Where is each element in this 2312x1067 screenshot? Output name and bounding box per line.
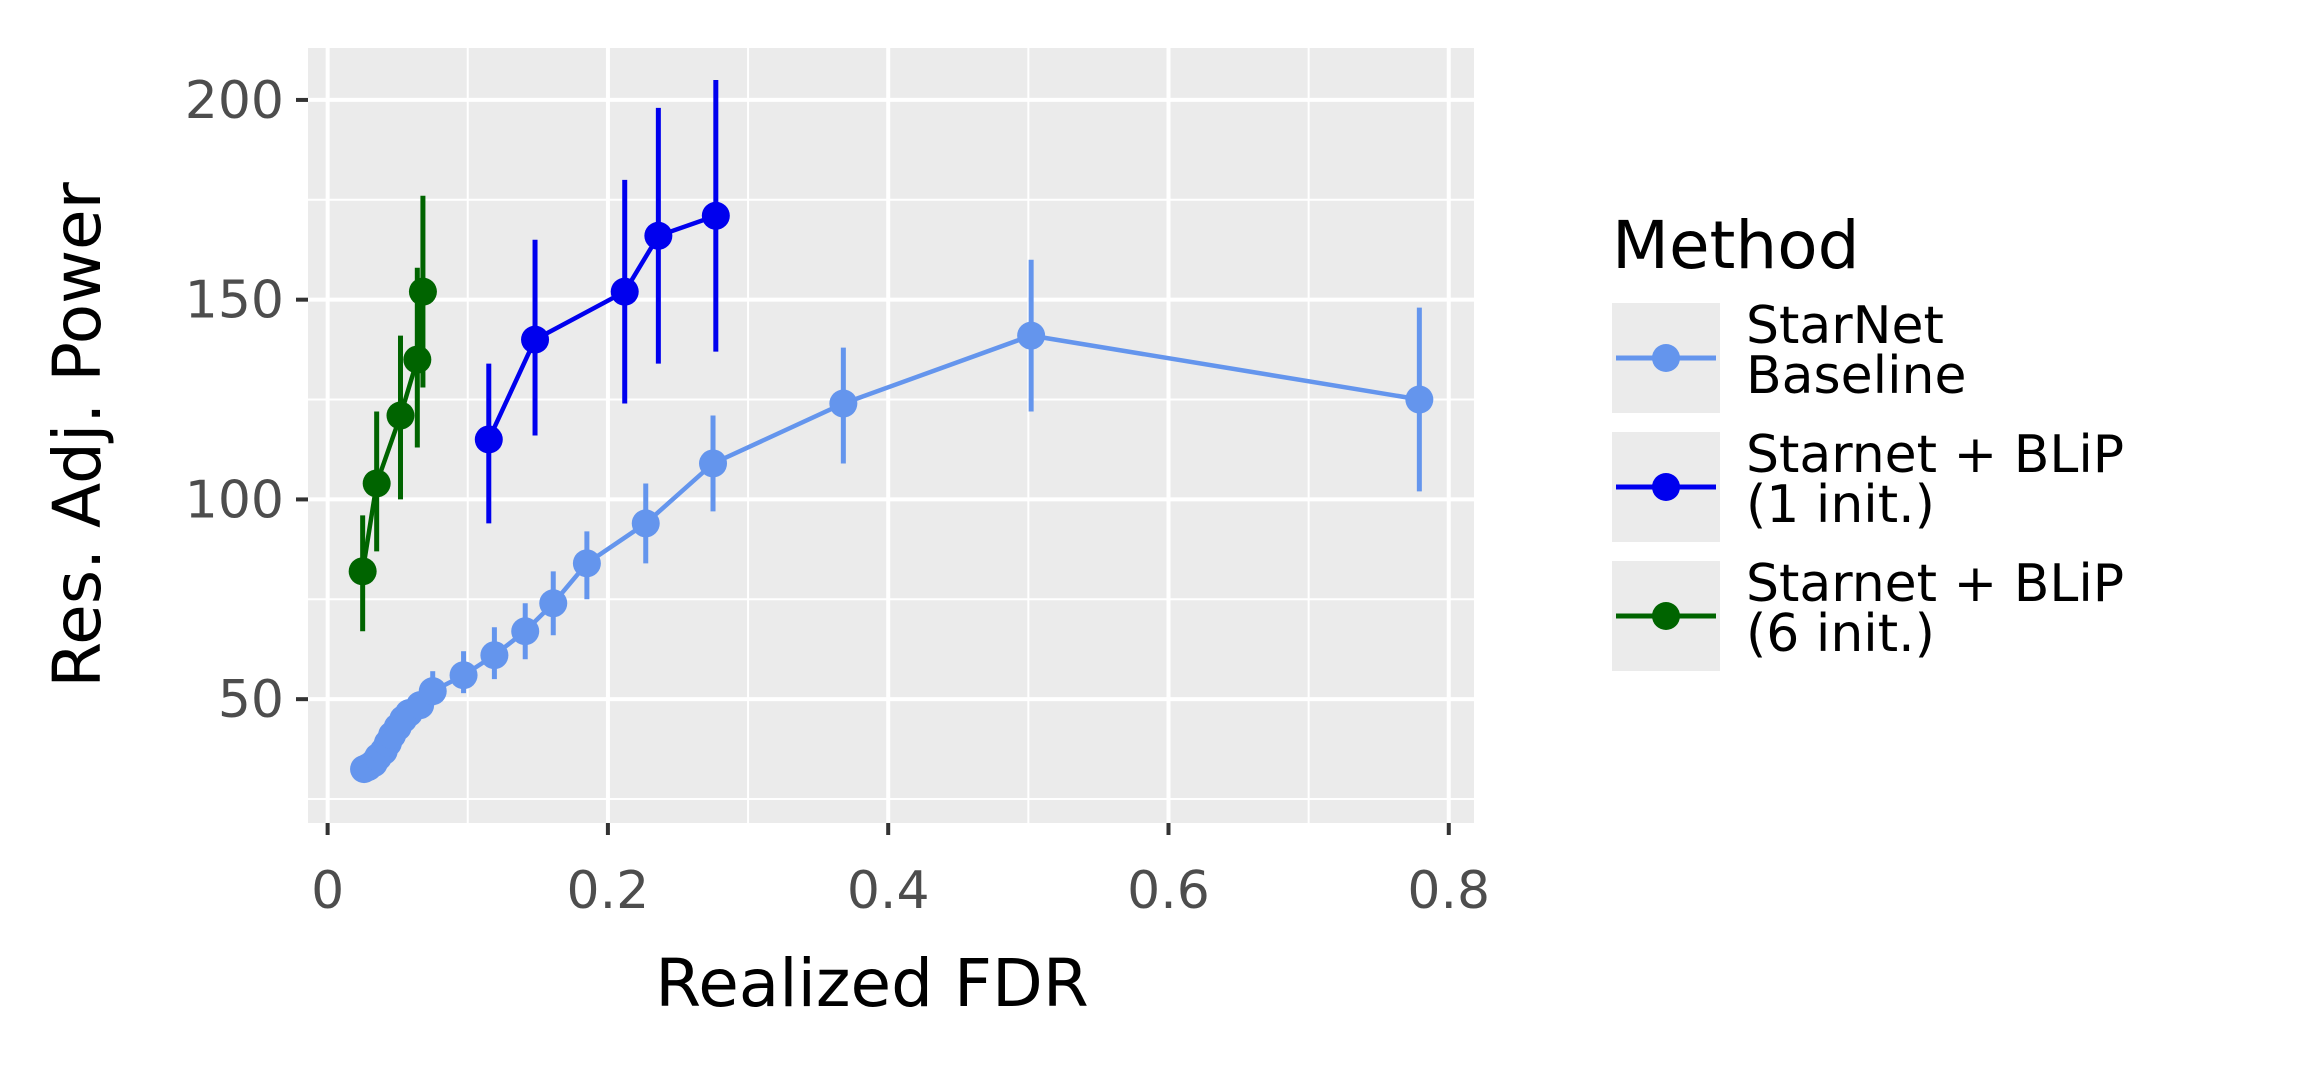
series-layer bbox=[348, 79, 1434, 784]
x-axis-title: Realized FDR bbox=[655, 945, 1088, 1022]
legend-title: Method bbox=[1612, 207, 1860, 284]
data-point bbox=[631, 509, 660, 538]
y-axis-title: Res. Adj. Power bbox=[39, 181, 116, 687]
data-point bbox=[829, 389, 858, 418]
series-group bbox=[350, 259, 1434, 784]
x-tick-label: 0.6 bbox=[1127, 861, 1210, 921]
data-point bbox=[348, 557, 377, 586]
y-tick-label: 200 bbox=[185, 71, 284, 131]
y-tick-label: 100 bbox=[185, 470, 284, 530]
data-point bbox=[418, 677, 447, 706]
data-point bbox=[408, 277, 437, 306]
data-point bbox=[1405, 385, 1434, 414]
data-point bbox=[403, 345, 432, 374]
legend-key-point bbox=[1652, 602, 1680, 630]
grid-minor bbox=[308, 48, 1474, 823]
x-tick-label: 0.2 bbox=[567, 861, 650, 921]
data-point bbox=[701, 201, 730, 230]
x-tick-label: 0.4 bbox=[847, 861, 930, 921]
data-point bbox=[362, 469, 391, 498]
legend-label: Baseline bbox=[1746, 346, 1966, 406]
data-point bbox=[386, 401, 415, 430]
data-point bbox=[449, 661, 478, 690]
legend-key-point bbox=[1652, 344, 1680, 372]
series-group bbox=[474, 79, 730, 524]
y-tick-label: 50 bbox=[218, 670, 284, 730]
y-tick-label: 150 bbox=[185, 271, 284, 331]
data-point bbox=[539, 589, 568, 618]
data-point bbox=[521, 325, 550, 354]
legend-label: StarNet bbox=[1746, 296, 1944, 356]
legend-label: Starnet + BLiP bbox=[1746, 425, 2124, 485]
x-tick-label: 0 bbox=[311, 861, 344, 921]
data-point bbox=[699, 449, 728, 478]
legend-label: Starnet + BLiP bbox=[1746, 554, 2124, 614]
data-point bbox=[610, 277, 639, 306]
axes-layer: 0 0.2 0.4 0.6 0.8 50 100 150 200 bbox=[185, 71, 1490, 921]
panel-background bbox=[308, 48, 1474, 823]
data-point bbox=[474, 425, 503, 454]
grid-major bbox=[308, 48, 1474, 823]
x-tick-label: 0.8 bbox=[1407, 861, 1490, 921]
data-point bbox=[511, 617, 540, 646]
legend-label: (6 init.) bbox=[1746, 604, 1935, 664]
data-point bbox=[572, 549, 601, 578]
legend-label: (1 init.) bbox=[1746, 475, 1935, 535]
data-point bbox=[480, 641, 509, 670]
data-point bbox=[1017, 321, 1046, 350]
data-point bbox=[644, 221, 673, 250]
series-group bbox=[348, 195, 437, 632]
legend-key-point bbox=[1652, 473, 1680, 501]
